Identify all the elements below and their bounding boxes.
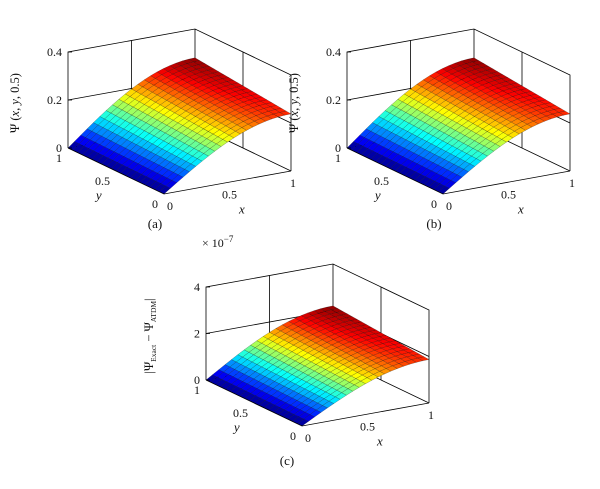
z-axis-title: |ΨExact − ΨATDM| bbox=[142, 298, 158, 373]
x-tick-label: 0 bbox=[305, 431, 311, 445]
axes-box-front bbox=[67, 147, 292, 195]
axes-box-front bbox=[205, 379, 430, 427]
z-tick-label: 2 bbox=[194, 327, 200, 341]
x-tick-label: 1 bbox=[290, 176, 296, 190]
y-tick-label: 1 bbox=[335, 151, 341, 165]
surface-mesh bbox=[205, 305, 430, 427]
z-axis-title-sep: , bbox=[8, 105, 22, 111]
z-tick-label: 0 bbox=[56, 141, 62, 155]
z-tick-label: 4 bbox=[194, 280, 200, 294]
z-axis-title-prefix: Ψ ( bbox=[287, 116, 301, 133]
z-axis-title-suffix: , 0.5) bbox=[8, 73, 22, 99]
z-axis-title-part: |Ψ bbox=[142, 361, 156, 374]
z-axis-title: Ψ (x, y, 0.5) bbox=[287, 73, 301, 133]
z-axis-title-prefix: Ψ ( bbox=[8, 116, 22, 133]
z-tick-label: 0 bbox=[335, 141, 341, 155]
y-axis-title: y bbox=[232, 419, 240, 434]
x-axis-title: x bbox=[517, 201, 524, 216]
panel-caption: (c) bbox=[280, 453, 294, 468]
z-axis-title-part: | bbox=[142, 298, 156, 301]
z-axis-title-arg: x bbox=[8, 110, 22, 117]
y-tick-label: 0 bbox=[152, 197, 158, 211]
x-axis-title: x bbox=[376, 433, 383, 448]
z-tick-label: 0.4 bbox=[326, 45, 341, 59]
z-axis-title-arg: y bbox=[287, 99, 301, 107]
y-tick-label: 0.5 bbox=[374, 174, 389, 188]
y-tick-label: 0.5 bbox=[233, 406, 248, 420]
z-axis-title-part: ATDM bbox=[149, 301, 158, 323]
y-tick-label: 1 bbox=[56, 151, 62, 165]
y-axis-title: y bbox=[94, 187, 102, 202]
z-tick-label: 0.2 bbox=[326, 93, 341, 107]
surface-mesh bbox=[346, 57, 571, 195]
x-axis-title: x bbox=[238, 201, 245, 216]
surface-mesh bbox=[67, 57, 292, 195]
z-axis-title-part: − Ψ bbox=[142, 321, 156, 344]
x-tick-label: 0.5 bbox=[360, 420, 375, 434]
y-axis-title: y bbox=[373, 187, 381, 202]
panel-caption: (a) bbox=[148, 216, 162, 231]
axes-box-front bbox=[346, 147, 571, 195]
z-axis-title-part: Exact bbox=[149, 344, 158, 362]
z-tick-label: 0.2 bbox=[47, 93, 62, 107]
z-axis-title-arg: x bbox=[287, 110, 301, 117]
z-axis-title: Ψ (x, y, 0.5) bbox=[8, 73, 22, 133]
x-tick-label: 0.5 bbox=[222, 188, 237, 202]
y-tick-label: 1 bbox=[194, 383, 200, 397]
x-tick-label: 0.5 bbox=[501, 188, 516, 202]
y-tick-label: 0 bbox=[431, 197, 437, 211]
z-axis-title-sep: , bbox=[287, 105, 301, 111]
x-tick-label: 0 bbox=[446, 199, 452, 213]
y-tick-label: 0 bbox=[290, 429, 296, 443]
x-tick-label: 1 bbox=[428, 408, 434, 422]
panel-caption: (b) bbox=[426, 216, 441, 231]
z-axis-title-suffix: , 0.5) bbox=[287, 73, 301, 99]
x-tick-label: 0 bbox=[167, 199, 173, 213]
z-axis-title-arg: y bbox=[8, 99, 22, 107]
y-tick-label: 0.5 bbox=[95, 174, 110, 188]
x-tick-label: 1 bbox=[569, 176, 575, 190]
z-tick-label: 0.4 bbox=[47, 45, 62, 59]
z-exponent-label: × 10−7 bbox=[202, 234, 234, 250]
z-tick-label: 0 bbox=[194, 373, 200, 387]
